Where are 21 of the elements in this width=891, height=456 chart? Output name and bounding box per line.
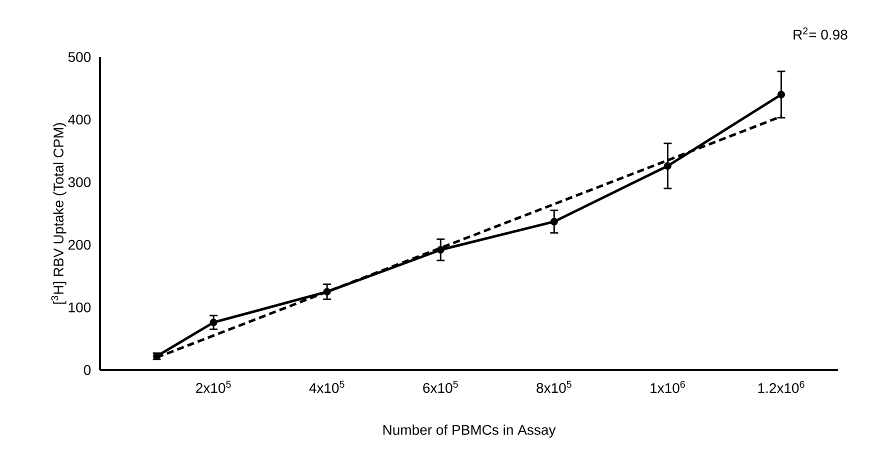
- x-tick-label: 4x10$^{5}$: [309, 380, 344, 393]
- x-tick-label: 1.2x10$^{6}$: [758, 380, 804, 394]
- point: [777, 90, 786, 98]
- y-tick-label: 400: [68, 114, 91, 125]
- text: R$^{2}$= 0.98: [794, 27, 848, 40]
- point: [323, 288, 331, 296]
- x-tick-label: 1x10$^{6}$: [650, 380, 685, 394]
- point: [550, 218, 558, 226]
- y-tick-label: 100: [68, 302, 91, 312]
- y-axis-title: [$^{3}$H] RBV Uptake (Total CPM): [51, 123, 66, 304]
- x-tick-label: 8x10$^{5}$: [536, 380, 572, 393]
- y-tick-label: 300: [68, 177, 91, 188]
- y-tick-label: 0: [84, 365, 91, 375]
- y-tick-label: 200: [68, 240, 91, 250]
- x-tick-label: 2x10$^{5}$: [196, 380, 231, 393]
- y-tick-label: 500: [68, 52, 91, 62]
- x-tick-label: 6x10$^{5}$: [423, 380, 458, 393]
- x-axis-title: Number of PBMCs in Assay: [383, 424, 556, 438]
- point: [436, 246, 444, 254]
- point: [210, 318, 218, 326]
- point: [664, 162, 672, 170]
